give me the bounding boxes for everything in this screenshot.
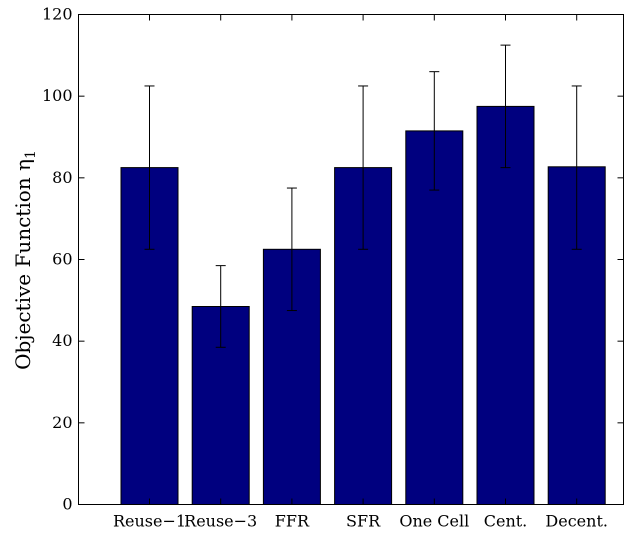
error-bar-1: [215, 265, 226, 348]
error-bar-3: [358, 85, 369, 250]
y-tick-label: 100: [42, 86, 73, 105]
y-tick-label: 40: [52, 331, 72, 350]
error-bars: [144, 44, 582, 348]
x-tick-label: Cent.: [484, 512, 528, 531]
x-tick-label: SFR: [346, 512, 381, 531]
x-tick-label: One Cell: [399, 512, 469, 531]
error-bar-4: [429, 71, 440, 191]
y-axis: 0 20 40 60 80 100 120: [42, 5, 624, 514]
y-tick-label: 80: [52, 168, 72, 187]
x-tick-label: Reuse−1: [113, 512, 186, 531]
y-tick-label: 20: [52, 413, 72, 432]
y-axis-label: Objective Function η1: [11, 150, 39, 370]
bar-5: [476, 105, 535, 506]
x-tick-label: FFR: [275, 512, 310, 531]
y-axis-label-subscript: 1: [23, 150, 39, 159]
error-bar-2: [286, 187, 297, 312]
y-tick-label: 120: [42, 5, 73, 24]
y-tick-label: 0: [62, 495, 72, 514]
error-bar-6: [571, 85, 582, 250]
error-bar-5: [500, 44, 511, 169]
x-tick-label: Decent.: [545, 512, 608, 531]
error-bar-0: [144, 85, 155, 250]
y-axis-label-text: Objective Function η: [11, 159, 35, 370]
x-tick-label: Reuse−3: [184, 512, 257, 531]
y-tick-label: 60: [52, 250, 72, 269]
